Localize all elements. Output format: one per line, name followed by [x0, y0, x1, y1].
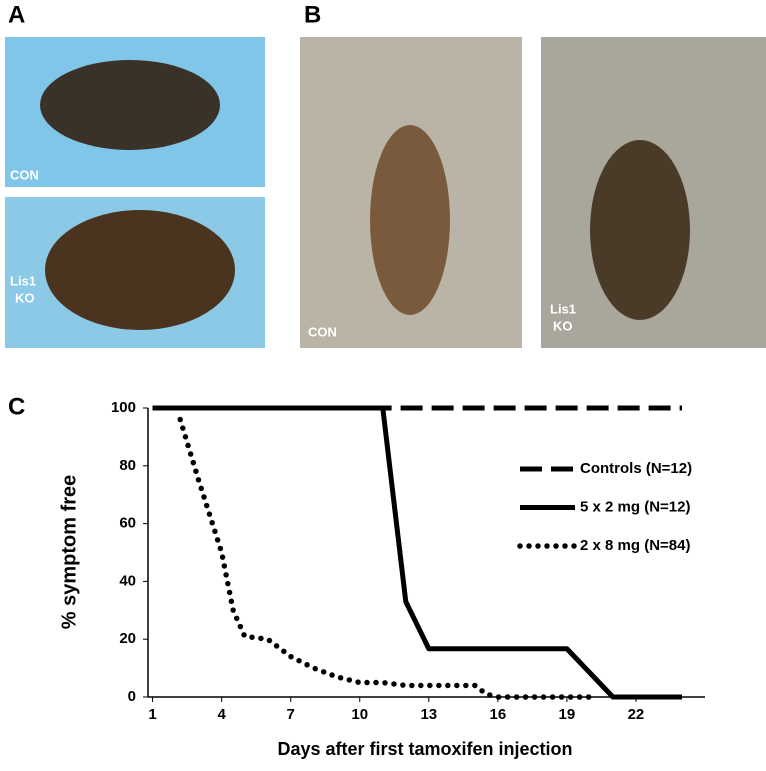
x-tick-label: 13: [420, 706, 437, 723]
photo-label: CON: [10, 167, 39, 182]
y-tick-label: 0: [128, 688, 136, 705]
legend-label: 5 x 2 mg (N=12): [580, 498, 690, 515]
panel-letter: B: [304, 1, 321, 28]
y-tick-label: 40: [119, 572, 136, 589]
x-tick-label: 4: [217, 706, 226, 723]
legend-label: 2 x 8 mg (N=84): [580, 537, 690, 554]
series-line: [152, 405, 682, 700]
photo-label: CON: [308, 324, 337, 339]
photo-label: Lis1: [550, 301, 576, 316]
x-tick-label: 19: [559, 706, 576, 723]
panel-letter: C: [8, 393, 25, 420]
x-tick-label: 7: [287, 706, 295, 723]
x-tick-label: 10: [351, 706, 368, 723]
y-tick-label: 60: [119, 515, 136, 532]
mouse: [45, 210, 235, 330]
mouse: [370, 125, 450, 315]
panel-letter: A: [8, 1, 25, 28]
series-line: [177, 416, 593, 700]
photo-label: KO: [15, 290, 35, 305]
y-axis-label: % symptom free: [58, 475, 80, 630]
legend-label: Controls (N=12): [580, 460, 692, 477]
x-tick-label: 22: [628, 706, 645, 723]
y-tick-label: 80: [119, 457, 136, 474]
y-tick-label: 100: [111, 399, 136, 416]
mouse: [590, 140, 690, 320]
mouse: [40, 60, 220, 150]
x-tick-label: 16: [490, 706, 507, 723]
x-tick-label: 1: [148, 706, 156, 723]
y-tick-label: 20: [119, 630, 136, 647]
photo-label: Lis1: [10, 273, 36, 288]
photo-label: KO: [553, 318, 573, 333]
x-axis-label: Days after first tamoxifen injection: [277, 739, 572, 759]
